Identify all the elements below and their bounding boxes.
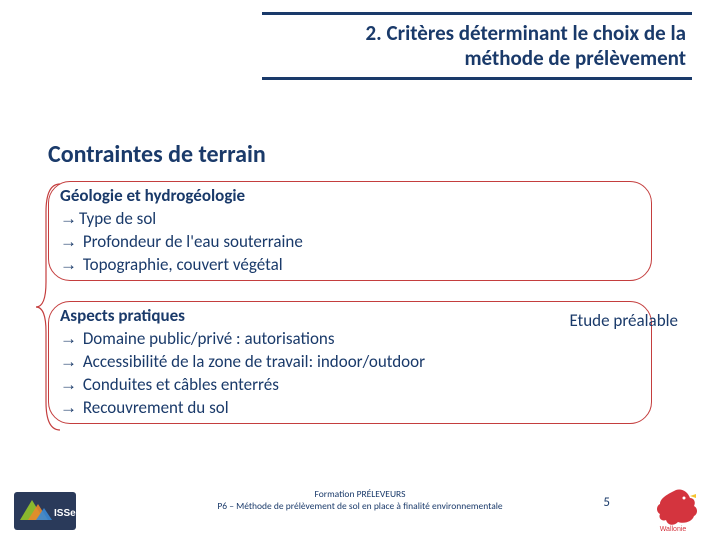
page-title: 2. Critères déterminant le choix de la m… bbox=[262, 21, 686, 71]
footer-line-1: Formation PRÉLEVEURS bbox=[315, 488, 406, 500]
footer-text: Formation PRÉLEVEURS P6 – Méthode de pré… bbox=[0, 489, 720, 512]
bullet-item: → Topographie, couvert végétal bbox=[60, 254, 660, 277]
slide-subtitle: Contraintes de terrain bbox=[48, 140, 266, 169]
side-annotation: Etude préalable bbox=[569, 310, 678, 331]
footer-line-2: P6 – Méthode de prélèvement de sol en pl… bbox=[217, 500, 502, 512]
block-practical: Aspects pratiques → Domaine public/privé… bbox=[40, 305, 660, 420]
issep-logo-icon: ISSeP bbox=[14, 492, 76, 530]
bullet-item: → Domaine public/privé : autorisations bbox=[60, 328, 660, 351]
bullet-item: → Recouvrement du sol bbox=[60, 397, 660, 420]
block-geology: Géologie et hydrogéologie →Type de sol →… bbox=[40, 185, 660, 277]
content-area: Géologie et hydrogéologie →Type de sol →… bbox=[40, 185, 660, 438]
arrow-icon: → bbox=[60, 329, 77, 348]
arrow-icon: → bbox=[60, 255, 77, 274]
block-title: Géologie et hydrogéologie bbox=[60, 185, 660, 206]
arrow-icon: → bbox=[60, 375, 77, 394]
title-line-2: méthode de prélèvement bbox=[464, 45, 686, 71]
page-number: 5 bbox=[603, 495, 610, 510]
arrow-icon: → bbox=[60, 209, 77, 228]
arrow-icon: → bbox=[60, 232, 77, 251]
issep-logo-text: ISSeP bbox=[54, 508, 76, 519]
bullet-item: → Profondeur de l'eau souterraine bbox=[60, 231, 660, 254]
bullet-item: → Accessibilité de la zone de travail: i… bbox=[60, 351, 660, 374]
bullet-item: →Type de sol bbox=[60, 208, 660, 231]
title-line-1: 2. Critères déterminant le choix de la bbox=[366, 20, 687, 46]
wallonie-logo-icon: Wallonie bbox=[638, 484, 708, 532]
arrow-icon: → bbox=[60, 398, 77, 417]
header-bar: 2. Critères déterminant le choix de la m… bbox=[262, 12, 692, 80]
wallonie-logo-text: Wallonie bbox=[660, 526, 687, 532]
arrow-icon: → bbox=[60, 352, 77, 371]
bullet-item: → Conduites et câbles enterrés bbox=[60, 374, 660, 397]
